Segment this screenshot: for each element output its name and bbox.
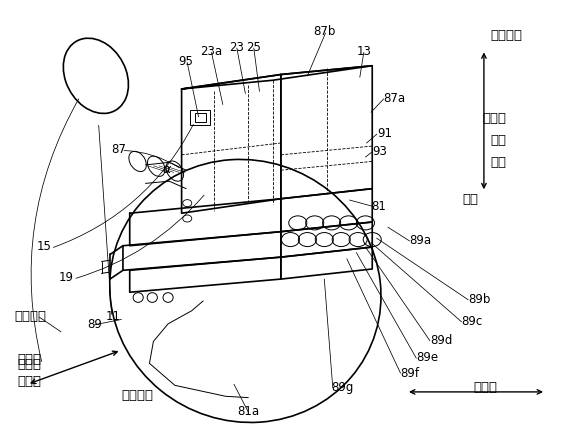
Text: 81: 81 (371, 199, 386, 212)
Text: 11: 11 (105, 309, 120, 322)
Text: 87a: 87a (384, 92, 406, 105)
Text: 厚さ: 厚さ (491, 134, 506, 147)
Text: （右）: （右） (482, 112, 506, 125)
Text: 89e: 89e (416, 350, 438, 364)
Text: 被写体: 被写体 (17, 357, 41, 370)
Text: 89b: 89b (468, 292, 491, 305)
Text: （左）: （左） (17, 352, 41, 365)
Text: 89a: 89a (409, 233, 431, 247)
Text: 89c: 89c (461, 314, 483, 327)
Text: 縦方向: 縦方向 (17, 374, 41, 387)
Text: 95: 95 (179, 55, 193, 68)
Text: 93: 93 (372, 145, 387, 158)
Text: 81a: 81a (237, 404, 259, 417)
Text: 被写体側: 被写体側 (14, 310, 46, 323)
Text: 89: 89 (87, 318, 102, 331)
Text: 89d: 89d (430, 333, 452, 346)
Text: 方向: 方向 (491, 155, 506, 169)
Text: 腕外方側: 腕外方側 (491, 28, 523, 42)
Text: 91: 91 (377, 127, 392, 140)
Text: 横方向: 横方向 (474, 380, 498, 393)
Text: 89f: 89f (400, 366, 420, 379)
Text: 25: 25 (246, 41, 261, 54)
Text: 腕側: 腕側 (462, 193, 478, 206)
Text: 87b: 87b (313, 25, 336, 38)
Text: 23: 23 (230, 41, 244, 54)
Text: 87: 87 (111, 142, 126, 155)
Text: α: α (162, 162, 170, 175)
Text: 15: 15 (37, 240, 51, 253)
Text: 使用者側: 使用者側 (121, 388, 153, 401)
Text: 89g: 89g (332, 380, 354, 393)
Text: 23a: 23a (200, 45, 223, 58)
Text: 13: 13 (356, 45, 371, 58)
Text: 19: 19 (59, 270, 74, 283)
